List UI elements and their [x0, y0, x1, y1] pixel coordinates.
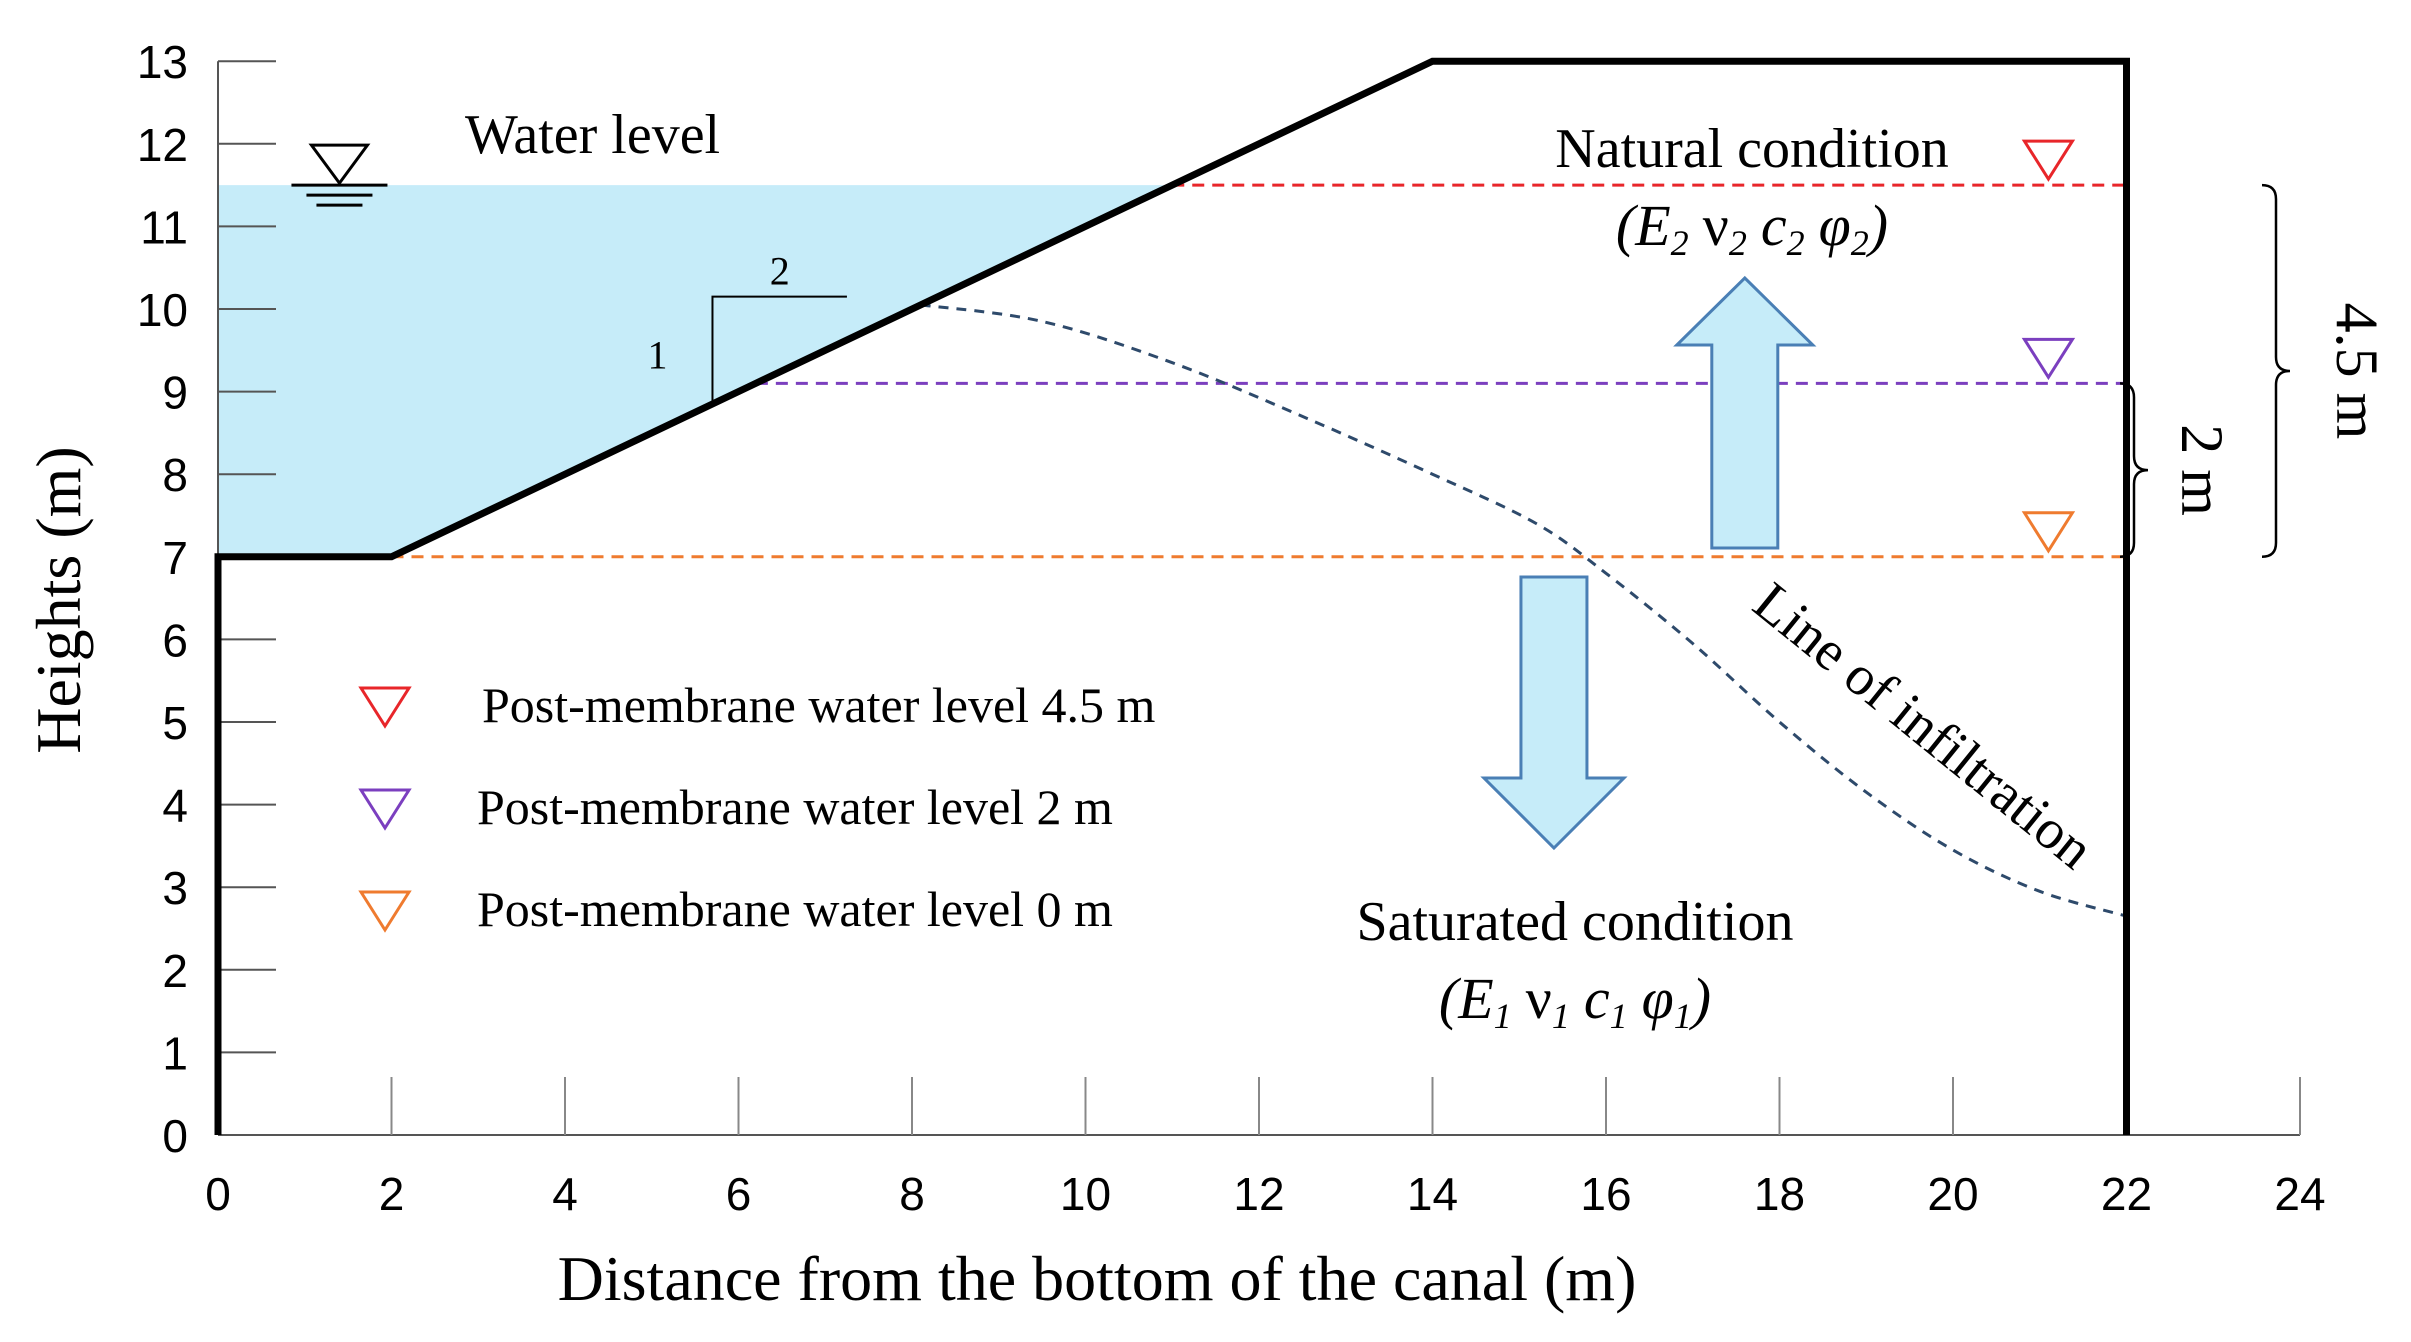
slope-ratio-triangle — [711, 295, 847, 404]
level-marker-triangles — [2021, 139, 2076, 554]
slope-ratio-marker: 2 1 — [647, 249, 847, 404]
slope-rise-label: 1 — [647, 332, 667, 377]
y-axis-title: Heights (m) — [23, 446, 94, 754]
legend-marker-icon — [358, 686, 412, 729]
x-tick-label: 8 — [899, 1168, 925, 1220]
y-tick-label: 2 — [162, 945, 188, 997]
y-tick-label: 5 — [162, 697, 188, 749]
x-tick-label: 22 — [2101, 1168, 2152, 1220]
legend-marker-icon — [358, 788, 412, 831]
y-tick-label: 0 — [162, 1110, 188, 1162]
y-tick-label: 8 — [162, 449, 188, 501]
level-marker-triangle-icon — [2021, 511, 2076, 554]
y-tick-label: 9 — [162, 367, 188, 419]
x-tick-label: 18 — [1754, 1168, 1805, 1220]
x-tick-label: 10 — [1060, 1168, 1111, 1220]
post-membrane-level-lines — [391, 183, 2127, 559]
x-tick-label: 20 — [1927, 1168, 1978, 1220]
y-tick-label: 11 — [140, 201, 188, 253]
y-tick-label: 7 — [162, 532, 188, 584]
x-tick-label: 24 — [2274, 1168, 2325, 1220]
x-tick-label: 16 — [1580, 1168, 1631, 1220]
water-body — [218, 185, 1173, 557]
legend-marker-icon — [358, 890, 412, 933]
y-tick-label: 1 — [162, 1027, 188, 1079]
infiltration-line — [920, 303, 2127, 918]
level-marker-triangle-icon — [2021, 337, 2076, 381]
legend: Post-membrane water level 4.5 m Post-memb… — [358, 677, 1156, 937]
y-tick-label: 10 — [137, 284, 188, 336]
infiltration-line-label: Line of infiltration — [1742, 571, 2105, 881]
y-tick-label: 3 — [162, 862, 188, 914]
saturated-condition-label: Saturated condition — [1356, 891, 1793, 953]
water-level-label: Water level — [465, 104, 720, 166]
dimension-label-4-5m: 4.5 m — [2324, 303, 2390, 440]
dimension-bracket-2m — [2119, 382, 2149, 559]
legend-label: Post-membrane water level 4.5 m — [482, 677, 1156, 733]
dimension-bracket-4-5m — [2261, 183, 2291, 559]
x-tick-label: 4 — [552, 1168, 578, 1220]
y-tick-label: 4 — [162, 780, 188, 832]
up-arrow-icon — [1673, 275, 1817, 550]
x-tick-label: 6 — [726, 1168, 752, 1220]
down-arrow-icon — [1480, 575, 1628, 851]
saturated-condition-params: (E1 ν1 c1 φ1) — [1439, 966, 1711, 1036]
slope-run-label: 2 — [770, 249, 790, 294]
x-tick-label: 2 — [379, 1168, 405, 1220]
water-level-triangle-icon — [308, 143, 371, 186]
level-marker-triangle-icon — [2021, 139, 2076, 182]
natural-condition-label: Natural condition — [1555, 118, 1948, 180]
x-tick-label: 14 — [1407, 1168, 1458, 1220]
natural-condition-params: (E2 ν2 c2 φ2) — [1616, 193, 1888, 263]
x-tick-label: 0 — [205, 1168, 231, 1220]
y-tick-label: 13 — [137, 36, 188, 88]
y-tick-label: 12 — [137, 119, 188, 171]
legend-label: Post-membrane water level 2 m — [477, 779, 1113, 835]
y-tick-label: 6 — [162, 614, 188, 666]
x-tick-label: 12 — [1233, 1168, 1284, 1220]
x-axis-title: Distance from the bottom of the canal (m… — [558, 1243, 1637, 1314]
water-level-symbol — [291, 143, 388, 207]
dimension-brackets: 4.5 m 2 m — [2119, 183, 2390, 559]
dimension-label-2m: 2 m — [2169, 424, 2235, 516]
x-axis: 0 2 4 6 8 10 12 14 16 18 20 22 24 — [205, 1077, 2326, 1220]
legend-label: Post-membrane water level 0 m — [477, 881, 1113, 937]
embankment-profile — [214, 57, 2130, 1135]
